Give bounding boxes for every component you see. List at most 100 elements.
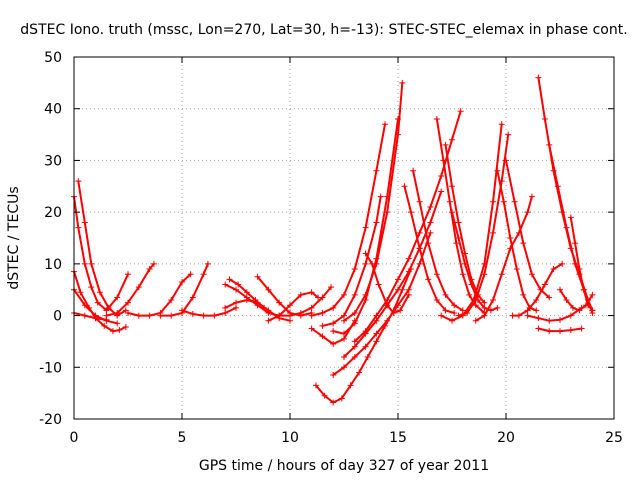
series-line	[343, 190, 443, 358]
data-point	[382, 121, 389, 128]
data-point	[440, 157, 447, 164]
data-point	[433, 116, 440, 123]
data-point	[410, 167, 417, 174]
data-point	[472, 317, 479, 324]
series-line	[548, 143, 594, 312]
data-point	[243, 289, 250, 296]
data-point	[103, 312, 110, 319]
data-point	[226, 276, 233, 283]
data-point	[384, 209, 391, 216]
data-point	[222, 309, 229, 316]
data-point	[397, 307, 404, 314]
data-point	[233, 299, 239, 306]
data-point	[498, 121, 505, 128]
data-point	[490, 229, 497, 236]
data-point	[276, 312, 283, 319]
data-point	[442, 307, 449, 314]
data-point	[319, 333, 326, 340]
data-point	[265, 317, 272, 324]
data-point	[494, 167, 501, 174]
x-tick-label: 10	[281, 430, 299, 446]
data-point	[362, 343, 369, 350]
data-point	[351, 353, 358, 360]
series-9	[179, 304, 239, 319]
x-tick-label: 15	[389, 430, 407, 446]
data-point	[528, 271, 535, 278]
series-34	[494, 167, 540, 314]
y-tick-label: 50	[44, 50, 62, 66]
data-point	[364, 353, 371, 360]
data-point	[567, 327, 574, 334]
data-point	[528, 193, 535, 200]
data-point	[187, 271, 194, 278]
series-39	[557, 286, 596, 314]
data-point	[222, 281, 229, 288]
data-point	[433, 271, 440, 278]
data-point	[105, 304, 112, 311]
data-point	[449, 183, 455, 190]
series-line	[505, 159, 551, 299]
data-point	[589, 291, 596, 298]
series-14	[265, 289, 322, 324]
data-point	[520, 240, 527, 247]
data-point	[535, 315, 542, 322]
data-point	[459, 271, 466, 278]
data-point	[468, 281, 475, 288]
data-point	[578, 304, 585, 311]
data-point	[341, 364, 347, 371]
data-point	[319, 322, 326, 329]
data-point	[125, 309, 131, 316]
data-point	[168, 297, 175, 304]
data-point	[472, 297, 479, 304]
data-point	[308, 325, 315, 332]
data-point	[308, 312, 315, 319]
data-point	[204, 260, 211, 267]
data-point	[427, 219, 434, 226]
data-point	[341, 317, 347, 324]
data-point	[222, 304, 229, 311]
data-point	[427, 229, 434, 236]
series-8	[157, 260, 211, 319]
series-26	[401, 183, 458, 316]
data-point	[405, 286, 412, 293]
data-point	[179, 278, 185, 285]
data-point	[472, 302, 479, 309]
data-point	[341, 335, 347, 342]
data-point	[369, 260, 376, 267]
series-35	[503, 157, 553, 301]
data-point	[524, 307, 531, 314]
x-tick-label: 25	[605, 430, 623, 446]
data-point	[362, 291, 369, 298]
data-point	[338, 395, 345, 402]
data-point	[459, 307, 466, 314]
data-point	[122, 323, 129, 330]
data-point	[243, 297, 250, 304]
x-axis-ticks: 0 5 10 15 20 25	[70, 57, 623, 446]
data-point	[546, 317, 553, 324]
data-point	[535, 74, 542, 81]
data-point	[513, 266, 520, 273]
data-point	[330, 341, 337, 348]
series-line	[332, 231, 432, 376]
data-point	[461, 260, 468, 267]
data-point	[390, 309, 397, 316]
data-point	[500, 198, 507, 205]
data-point	[585, 302, 592, 309]
y-tick-label: 30	[44, 153, 62, 169]
data-point	[589, 307, 596, 314]
data-point	[330, 320, 337, 327]
data-point	[287, 302, 293, 309]
data-point	[481, 271, 488, 278]
data-point	[96, 289, 103, 296]
data-point	[546, 141, 553, 148]
series-line	[569, 216, 594, 312]
data-point	[576, 266, 583, 273]
data-point	[567, 214, 574, 221]
data-point	[427, 203, 434, 210]
data-point	[416, 198, 423, 205]
data-point	[276, 299, 283, 306]
y-tick-label: 20	[44, 205, 62, 221]
data-point	[449, 136, 455, 143]
data-point	[503, 157, 509, 164]
